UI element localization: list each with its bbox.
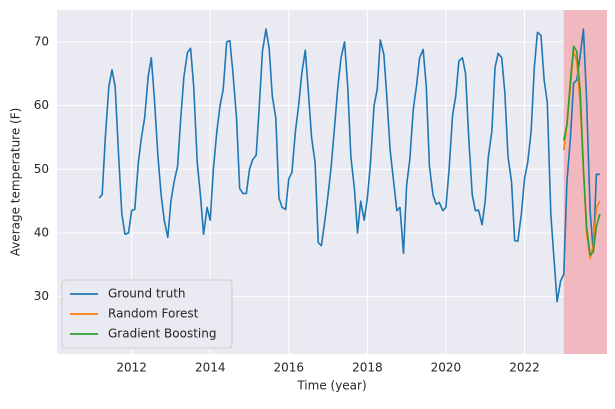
x-tick-label: 2020 bbox=[431, 361, 462, 375]
x-axis-label: Time (year) bbox=[296, 379, 366, 393]
y-axis-label: Average temperature (F) bbox=[9, 108, 23, 257]
y-tick-label: 70 bbox=[34, 34, 49, 48]
legend-box bbox=[61, 279, 233, 349]
x-tick-label: 2018 bbox=[352, 361, 383, 375]
y-tick-label: 40 bbox=[34, 225, 49, 239]
x-tick-label: 2016 bbox=[274, 361, 305, 375]
legend-label: Random Forest bbox=[108, 307, 199, 321]
legend-label: Gradient Boosting bbox=[108, 327, 216, 341]
data-line bbox=[563, 45, 601, 257]
y-tick-label: 30 bbox=[34, 289, 49, 303]
x-tick-label: 2022 bbox=[509, 361, 540, 375]
data-line bbox=[98, 28, 600, 303]
x-tick-label: 2012 bbox=[116, 361, 147, 375]
y-tick-label: 50 bbox=[34, 162, 49, 176]
y-tick-label: 60 bbox=[34, 98, 49, 112]
legend-label: Ground truth bbox=[108, 287, 186, 301]
x-tick-label: 2014 bbox=[195, 361, 226, 375]
